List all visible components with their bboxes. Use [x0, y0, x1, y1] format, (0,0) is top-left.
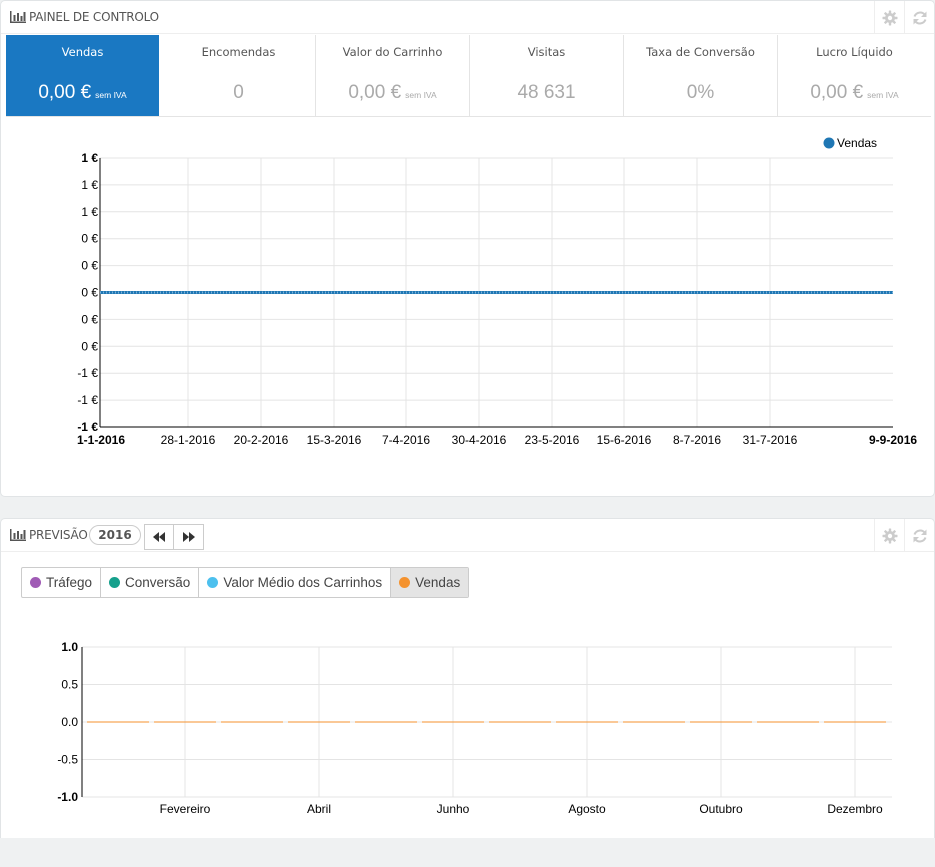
- forecast-title: PREVISÃO: [29, 528, 88, 542]
- toggle-vendas[interactable]: Vendas: [391, 568, 469, 597]
- kpi-lucro-liquido[interactable]: Lucro Líquido 0,00 € sem IVA: [778, 35, 931, 116]
- kpi-unit: sem IVA: [95, 90, 127, 100]
- x-tick-label: 8-7-2016: [673, 433, 721, 447]
- kpi-title: Valor do Carrinho: [342, 45, 443, 59]
- gear-icon: [882, 10, 897, 25]
- x-tick-label: 30-4-2016: [452, 433, 507, 447]
- y-tick-label: -1 €: [77, 366, 98, 380]
- legend-dot: [30, 577, 41, 588]
- forward-icon: [182, 532, 195, 542]
- x-tick-label: 23-5-2016: [525, 433, 580, 447]
- kpi-title: Encomendas: [201, 45, 276, 59]
- kpi-value: 0: [233, 82, 244, 103]
- x-tick-label: 20-2-2016: [234, 433, 289, 447]
- sales-chart: 1 €1 €1 €0 €0 €0 €0 €0 €-1 €-1 €-1 €1-1-…: [77, 136, 917, 447]
- dashboard-panel: PAINEL DE CONTROLO: [0, 0, 935, 497]
- kpi-row: Vendas 0,00 € sem IVA Encomendas 0 Valor …: [6, 35, 931, 117]
- y-tick-label: 0 €: [81, 312, 98, 326]
- toggle-label: Vendas: [415, 575, 461, 590]
- next-year-button[interactable]: [174, 524, 204, 550]
- toggle-label: Tráfego: [46, 575, 93, 590]
- y-tick-label: 0 €: [81, 232, 98, 246]
- toggle-trafego[interactable]: Tráfego: [22, 568, 102, 597]
- x-tick-label: Abril: [307, 802, 331, 816]
- refresh-button[interactable]: [904, 1, 934, 34]
- page-title: PAINEL DE CONTROLO: [29, 10, 159, 24]
- x-tick-label: 28-1-2016: [161, 433, 216, 447]
- kpi-encomendas[interactable]: Encomendas 0: [162, 35, 316, 116]
- kpi-value: 0,00 €: [38, 82, 92, 103]
- y-tick-label: 0.5: [61, 678, 78, 692]
- y-tick-label: 1 €: [81, 151, 98, 165]
- refresh-icon: [913, 529, 926, 542]
- forecast-chart: 1.0 0.5 0.0 -0.5 -1.0 Fevereiro Abril Junho Agos…: [57, 640, 892, 816]
- toggle-conversao[interactable]: Conversão: [101, 568, 200, 597]
- y-tick-label: 0.0: [61, 715, 78, 729]
- kpi-value: 0,00 €: [810, 82, 864, 103]
- kpi-title: Vendas: [61, 45, 104, 59]
- previous-year-button[interactable]: [144, 524, 174, 550]
- y-tick-label: 1 €: [81, 205, 98, 219]
- kpi-title: Taxa de Conversão: [646, 45, 755, 59]
- legend-marker-vendas: [823, 137, 835, 149]
- metric-toggle-group: Tráfego Conversão Valor Médio dos Carrin…: [21, 567, 470, 598]
- y-tick-label: 1.0: [61, 640, 78, 654]
- toggle-label: Conversão: [125, 575, 191, 590]
- kpi-visitas[interactable]: Visitas 48 631: [470, 35, 624, 116]
- legend-dot: [109, 577, 121, 588]
- y-tick-label: -0.5: [57, 753, 78, 767]
- settings-button[interactable]: [874, 1, 904, 34]
- bar-chart-icon: [10, 11, 26, 23]
- gear-icon: [882, 528, 897, 543]
- y-tick-label: 0 €: [81, 259, 98, 273]
- x-tick-label: Outubro: [699, 802, 743, 816]
- dashboard-heading: PAINEL DE CONTROLO: [1, 1, 934, 34]
- x-tick-label: Agosto: [568, 802, 606, 816]
- kpi-title: Visitas: [527, 45, 566, 59]
- x-tick-label: 31-7-2016: [743, 433, 798, 447]
- year-badge: 2016: [89, 525, 141, 545]
- x-tick-label: 9-9-2016: [869, 433, 917, 447]
- x-tick-label: 15-3-2016: [307, 433, 362, 447]
- x-tick-label: Fevereiro: [160, 802, 211, 816]
- y-tick-label: 0 €: [81, 339, 98, 353]
- y-tick-label: -1.0: [57, 790, 78, 804]
- x-tick-label: 7-4-2016: [382, 433, 430, 447]
- kpi-vendas[interactable]: Vendas 0,00 € sem IVA: [6, 35, 162, 116]
- forecast-panel: PREVISÃO 2016: [0, 518, 935, 838]
- y-tick-label: -1 €: [77, 393, 98, 407]
- y-tick-label: 0 €: [81, 286, 98, 300]
- kpi-value: 0,00 €: [348, 82, 402, 103]
- kpi-title: Lucro Líquido: [816, 45, 893, 59]
- toggle-label: Valor Médio dos Carrinhos: [223, 575, 383, 590]
- kpi-taxa-conversao[interactable]: Taxa de Conversão 0%: [624, 35, 778, 116]
- bar-chart-icon: [10, 529, 26, 541]
- kpi-valor-carrinho[interactable]: Valor do Carrinho 0,00 € sem IVA: [316, 35, 470, 116]
- x-tick-label: 1-1-2016: [77, 433, 125, 447]
- refresh-button[interactable]: [904, 519, 934, 552]
- legend-label-vendas: Vendas: [837, 136, 877, 150]
- toggle-valor-medio-carrinhos[interactable]: Valor Médio dos Carrinhos: [199, 568, 392, 597]
- kpi-unit: sem IVA: [405, 90, 437, 100]
- kpi-unit: sem IVA: [867, 90, 899, 100]
- backward-icon: [153, 532, 165, 542]
- x-tick-label: 15-6-2016: [597, 433, 652, 447]
- x-tick-label: Junho: [437, 802, 470, 816]
- y-tick-label: 1 €: [81, 178, 98, 192]
- kpi-value: 48 631: [517, 82, 576, 103]
- refresh-icon: [913, 11, 926, 24]
- x-tick-label: Dezembro: [827, 802, 883, 816]
- settings-button[interactable]: [874, 519, 904, 552]
- forecast-heading: PREVISÃO 2016: [1, 519, 934, 552]
- y-tick-label: -1 €: [77, 420, 98, 434]
- legend-dot: [207, 577, 219, 588]
- legend-dot: [399, 577, 411, 588]
- kpi-value: 0%: [686, 82, 715, 103]
